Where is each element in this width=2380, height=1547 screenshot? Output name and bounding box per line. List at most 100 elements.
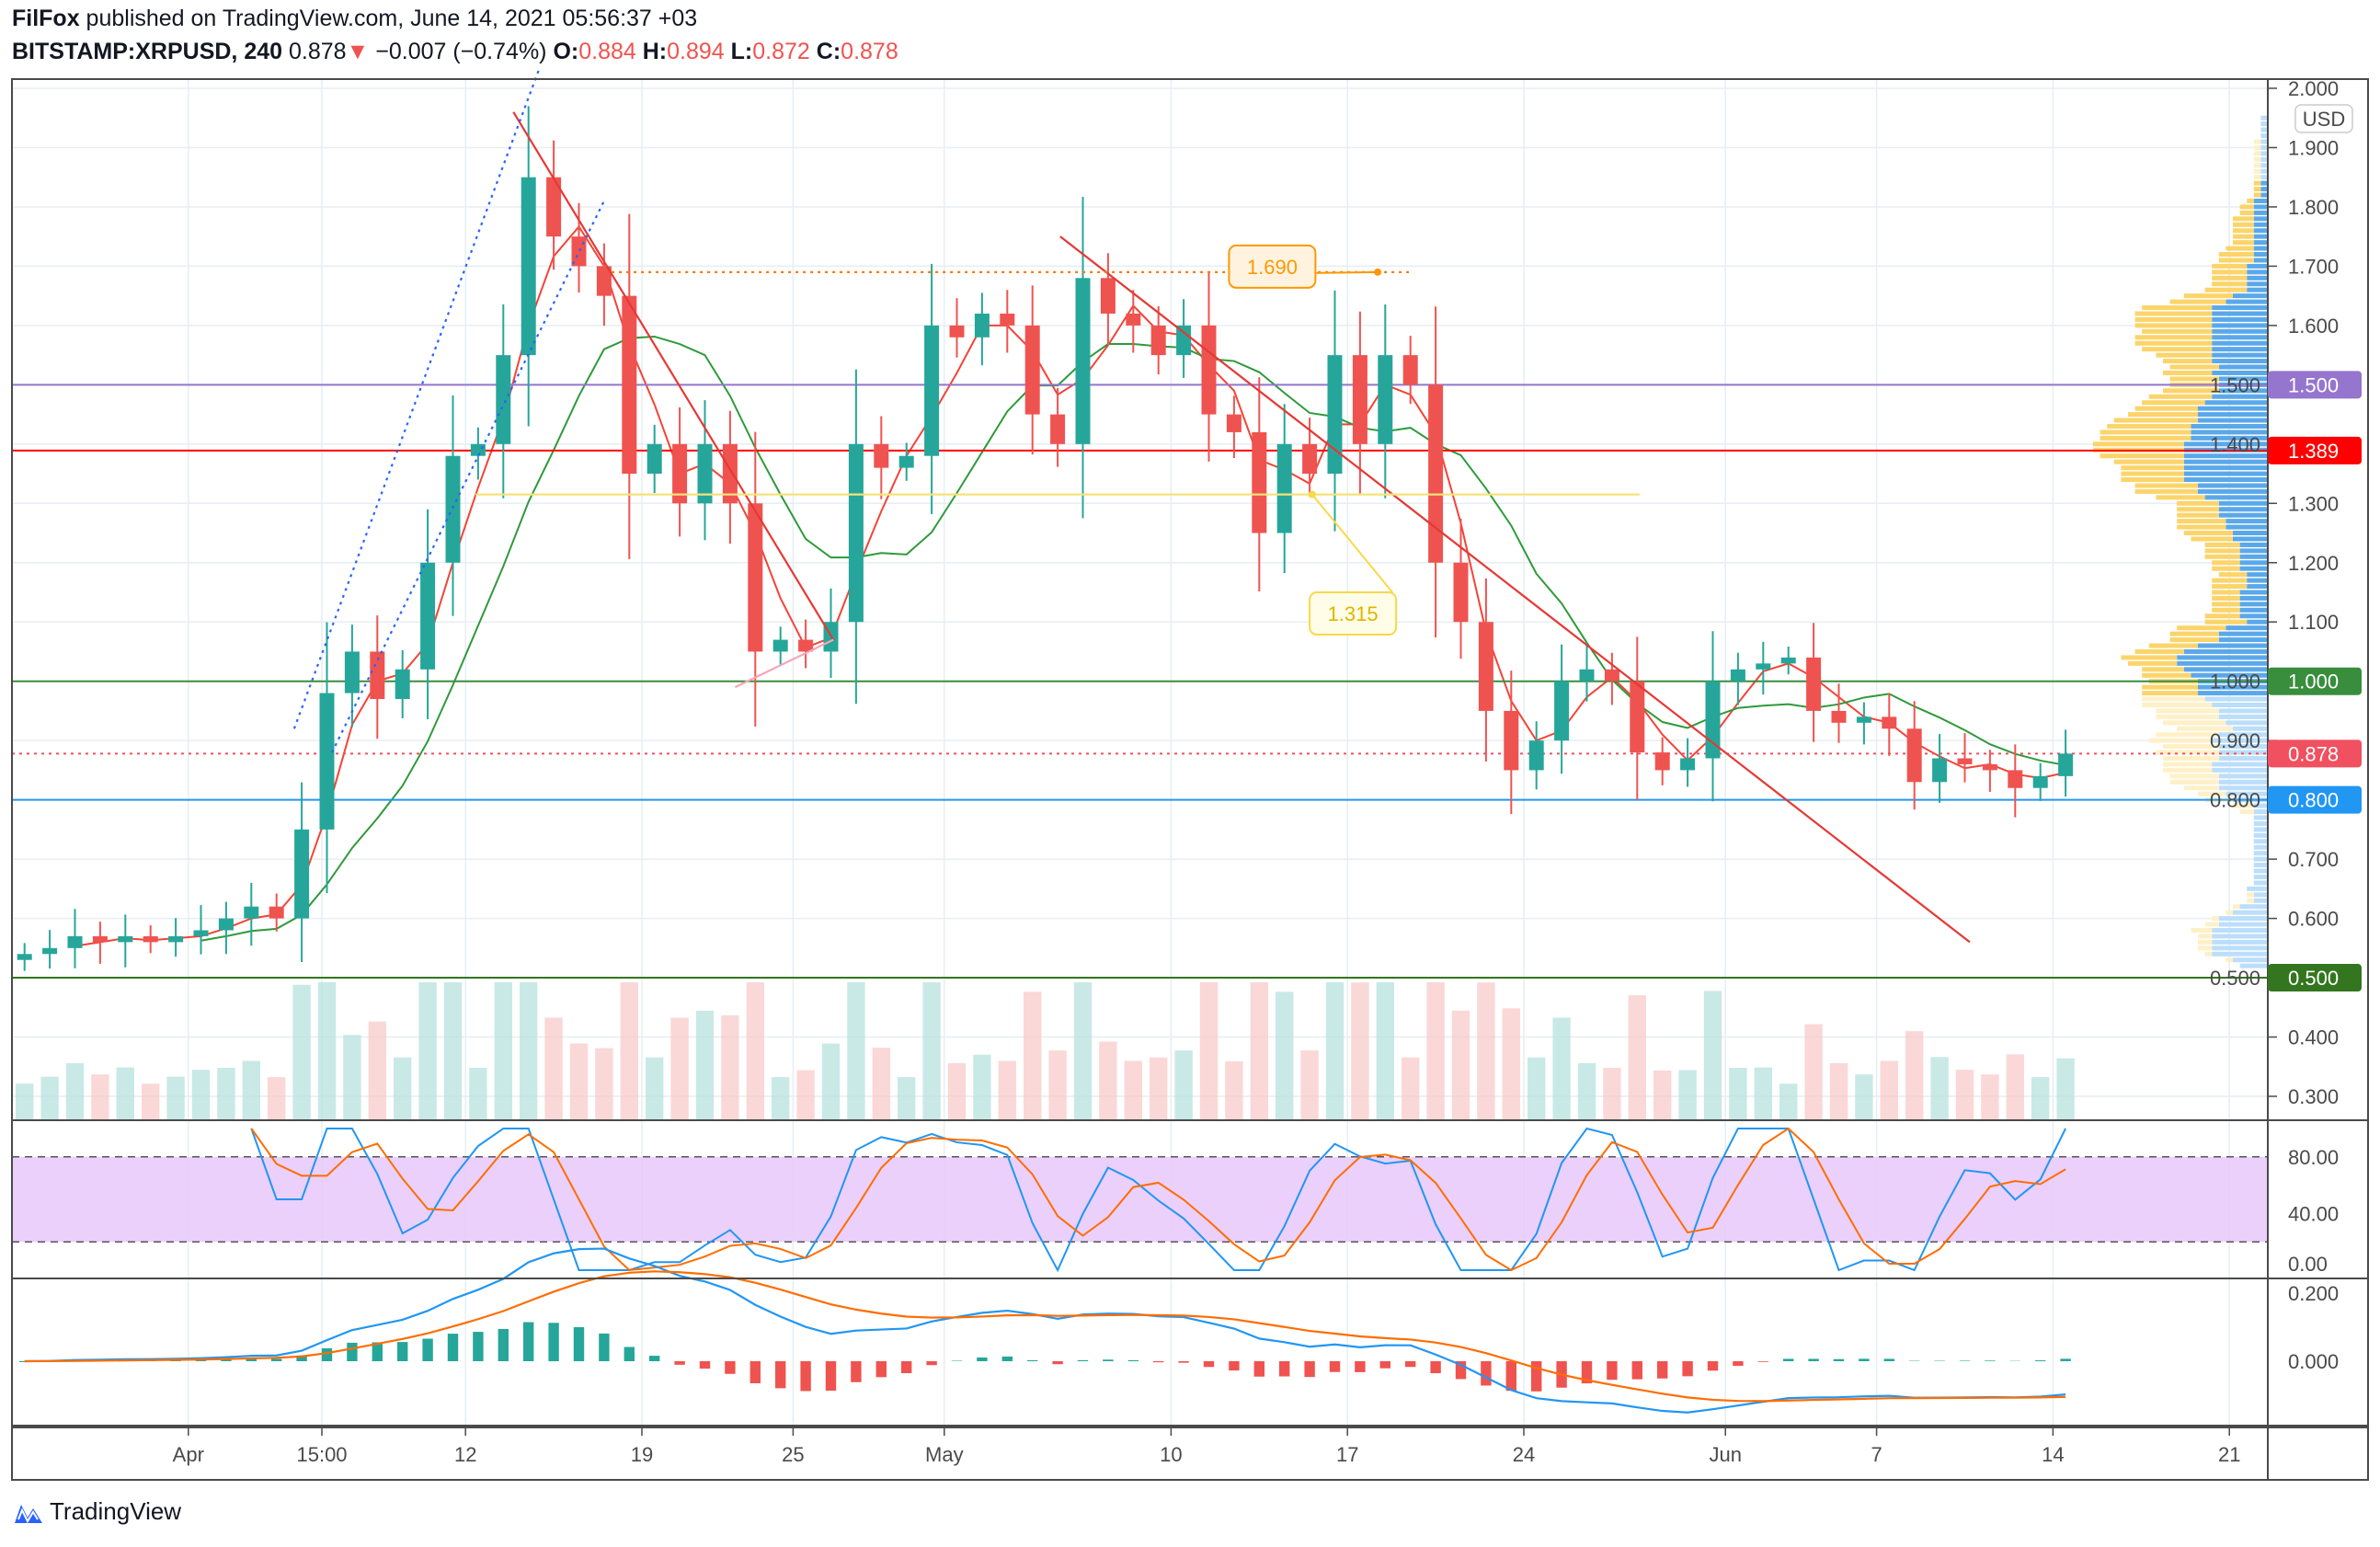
volume-bar	[394, 1057, 412, 1120]
volume-profile-up-bar	[2212, 762, 2268, 767]
price-level-tag-label: 0.500	[2288, 967, 2339, 990]
volume-bar	[1276, 991, 1294, 1120]
volume-profile-up-bar	[2247, 263, 2268, 269]
volume-profile-up-bar	[2253, 856, 2268, 862]
candle-body	[646, 443, 662, 475]
volume-bar	[191, 1070, 211, 1120]
volume-profile-down-bar	[2107, 423, 2191, 429]
volume-bar	[1779, 1083, 1798, 1120]
price-level-tag	[2268, 739, 2362, 768]
volume-profile-down-bar	[2134, 483, 2198, 488]
volume-profile-down-bar	[2198, 791, 2226, 796]
volume-profile-up-bar	[2212, 323, 2268, 328]
macd-histogram-bar	[498, 1328, 509, 1361]
callout-anchor-dot	[1374, 268, 1382, 276]
candle-body	[244, 906, 259, 919]
volume-profile-down-bar	[2134, 335, 2213, 340]
candle-body	[1150, 325, 1166, 356]
volume-profile-down-bar	[2177, 524, 2226, 530]
volume-profile-up-bar	[2226, 299, 2268, 304]
volume-profile-down-bar	[2142, 305, 2213, 311]
volume-profile-down-bar	[2204, 619, 2248, 625]
volume-profile-up-bar	[2260, 168, 2268, 174]
volume-profile-down-bar	[2253, 144, 2261, 150]
moving-average-fast	[74, 224, 2066, 947]
macd-histogram-bar	[749, 1361, 761, 1383]
volume-bar	[1174, 1050, 1193, 1120]
volume-profile-up-bar	[2218, 779, 2268, 785]
volume-profile-up-bar	[2253, 844, 2268, 850]
volume-profile-down-bar	[2253, 163, 2261, 168]
volume-profile-up-bar	[2212, 738, 2268, 743]
candle-body	[1504, 710, 1519, 771]
macd-histogram-bar	[1707, 1361, 1719, 1371]
volume-profile-down-bar	[2198, 945, 2213, 951]
resistance-trendline-2	[1059, 235, 1971, 944]
chart-frame	[11, 78, 2369, 1481]
macd-histogram-bar	[447, 1334, 459, 1361]
candle-body	[949, 325, 965, 338]
volume-profile-up-bar	[2239, 602, 2268, 607]
author: FilFox	[12, 6, 80, 31]
price-tick-label: 1.500	[2210, 373, 2260, 396]
candle-body	[1201, 325, 1217, 415]
candle-body	[672, 443, 688, 504]
volume-profile-down-bar	[2253, 156, 2261, 162]
volume-profile-down-bar	[2204, 613, 2240, 619]
volume-profile-down-bar	[2212, 275, 2248, 281]
candle-body	[193, 930, 209, 936]
volume-bar	[1577, 1063, 1596, 1120]
volume-profile-down-bar	[2212, 590, 2240, 595]
volume-profile-up-bar	[2260, 121, 2268, 127]
tradingview-logo[interactable]: TradingView	[13, 1497, 181, 1526]
volume-profile-up-bar	[2253, 851, 2268, 856]
volume-bar	[670, 1017, 689, 1120]
volume-bar	[898, 1077, 916, 1120]
macd-histogram-bar	[422, 1338, 433, 1361]
volume-profile-up-bar	[2247, 578, 2268, 583]
volume-profile-down-bar	[2169, 631, 2219, 636]
volume-profile-up-bar	[2212, 305, 2268, 311]
volume-bar	[2006, 1054, 2024, 1120]
volume-profile-down-bar	[2218, 252, 2254, 258]
candle-body	[1352, 355, 1367, 444]
volume-profile-up-bar	[2253, 258, 2268, 263]
candle-body	[1302, 443, 1318, 475]
volume-profile-up-bar	[2218, 732, 2268, 738]
volume-profile-up-bar	[2239, 566, 2268, 571]
candle-body	[1478, 622, 1493, 711]
volume-profile-down-bar	[2212, 916, 2219, 922]
volume-profile-down-bar	[2100, 430, 2191, 435]
volume-bar	[91, 1074, 109, 1120]
volume-profile-up-bar	[2204, 696, 2268, 702]
price-level-tag-label: 0.878	[2288, 742, 2339, 765]
candle-body	[974, 313, 990, 338]
volume-bar	[1880, 1060, 1898, 1120]
down-arrow-icon: ▼	[346, 39, 370, 64]
volume-bar	[646, 1057, 664, 1120]
volume-bar	[65, 1063, 85, 1120]
volume-profile-up-bar	[2253, 252, 2268, 258]
volume-profile-up-bar	[2260, 139, 2268, 144]
volume-profile-up-bar	[2253, 246, 2268, 251]
volume-profile-down-bar	[2198, 939, 2213, 945]
volume-bar	[1150, 1057, 1168, 1120]
close-value: 0.878	[841, 39, 898, 64]
volume-profile-up-bar	[2260, 127, 2268, 132]
macd-histogram-bar	[1279, 1361, 1290, 1377]
volume-profile-up-bar	[2233, 726, 2268, 731]
volume-profile-up-bar	[2253, 832, 2268, 838]
volume-profile-down-bar	[2156, 495, 2205, 500]
volume-bar	[1754, 1067, 1772, 1120]
volume-bar	[1351, 982, 1369, 1120]
low-value: 0.872	[752, 39, 810, 64]
volume-bar	[1678, 1070, 1697, 1120]
macd-histogram-bar	[1077, 1359, 1089, 1361]
volume-profile-up-bar	[2226, 720, 2268, 726]
volume-profile-up-bar	[2218, 364, 2268, 370]
volume-profile-down-bar	[2212, 584, 2248, 590]
tradingview-logo-text: TradingView	[50, 1497, 182, 1525]
symbol-name[interactable]: BITSTAMP:XRPUSD, 240	[12, 39, 283, 64]
price-tick-label: 2.000	[2288, 77, 2339, 100]
